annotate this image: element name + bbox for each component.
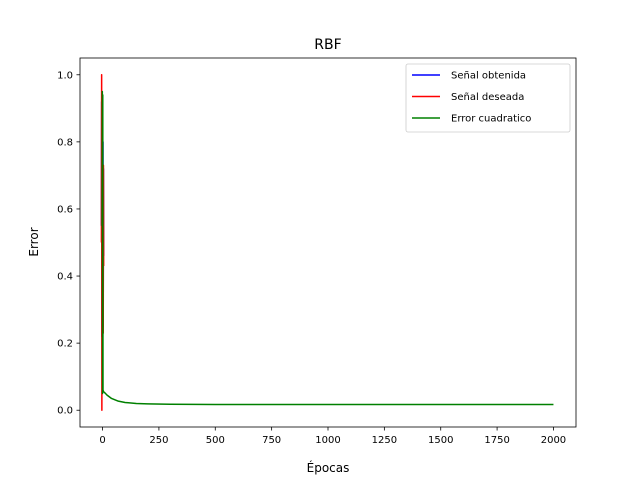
y-tick-label: 0.0: [57, 406, 73, 417]
y-tick-label: 0.4: [57, 272, 73, 283]
x-tick-label: 750: [262, 435, 281, 446]
y-tick-label: 0.2: [57, 339, 73, 350]
y-tick-label: 1.0: [57, 70, 73, 81]
x-axis-ticks: 0 250 500 750 1000 1250 1500 1750 2000: [99, 427, 566, 446]
y-axis-label: Error: [27, 227, 41, 256]
legend-label-1: Señal deseada: [451, 92, 524, 103]
y-axis-ticks: 0.0 0.2 0.4 0.6 0.8 1.0: [57, 70, 80, 417]
legend-label-2: Error cuadratico: [451, 114, 531, 125]
y-tick-label: 0.6: [57, 204, 73, 215]
x-tick-label: 0: [99, 435, 105, 446]
x-tick-label: 1500: [428, 435, 453, 446]
y-tick-label: 0.8: [57, 137, 73, 148]
x-tick-label: 1250: [372, 435, 397, 446]
legend-box: [405, 63, 571, 133]
legend-label-0: Señal obtenida: [451, 71, 526, 82]
x-tick-label: 250: [149, 435, 168, 446]
series-line-2: [101, 90, 554, 406]
x-tick-label: 1750: [484, 435, 509, 446]
plot-lines: [100, 74, 554, 411]
x-axis-label: Épocas: [307, 460, 350, 475]
legend: Señal obtenida Señal deseada Error cuadrat…: [405, 63, 571, 133]
x-tick-label: 1000: [315, 435, 340, 446]
x-tick-label: 2000: [541, 435, 566, 446]
x-tick-label: 500: [206, 435, 225, 446]
chart-title: RBF: [314, 37, 341, 53]
